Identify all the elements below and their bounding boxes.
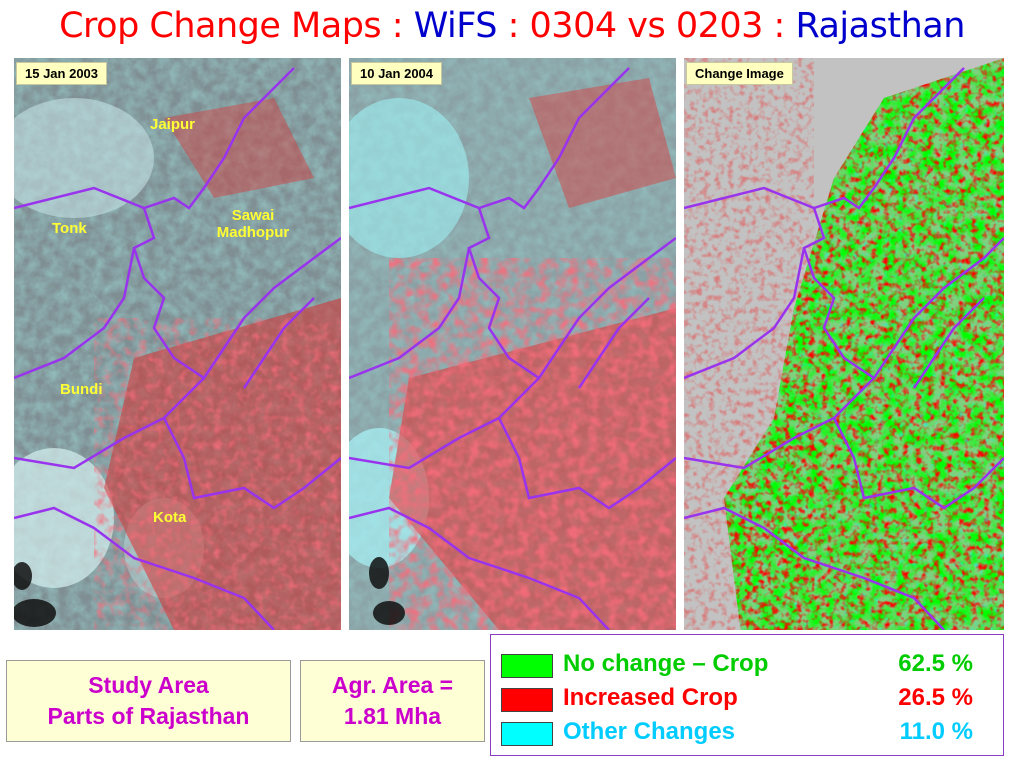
panel-date-label: Change Image: [686, 62, 793, 85]
place-label-sawai: Sawai: [231, 207, 275, 224]
change-legend: No change – Crop 62.5 % Increased Crop 2…: [490, 634, 1004, 756]
place-label-tonk: Tonk: [52, 220, 87, 237]
agr-area-line-2: 1.81 Mha: [343, 703, 442, 729]
title-part-4: Rajasthan: [795, 6, 965, 46]
legend-label: No change – Crop: [563, 650, 769, 677]
change-image: Change Image: [684, 58, 1004, 630]
page-title: Crop Change Maps : WiFS : 0304 vs 0203 :…: [0, 6, 1024, 46]
title-part-3: : 0304 vs 0203 :: [497, 6, 796, 46]
study-area-line-2: Parts of Rajasthan: [47, 703, 250, 729]
legend-label: Increased Crop: [563, 684, 738, 711]
legend-swatch: [501, 722, 553, 746]
panel-date-label: 15 Jan 2003: [16, 62, 108, 85]
study-area-line-1: Study Area: [88, 672, 209, 698]
place-label-kota: Kota: [153, 509, 187, 526]
legend-row-increased: Increased Crop 26.5 %: [491, 682, 1003, 716]
study-area-box: Study Area Parts of Rajasthan: [6, 660, 291, 742]
legend-value: 26.5 %: [898, 684, 973, 711]
place-label-madhopur: Madhopur: [216, 224, 290, 241]
agr-area-line-1: Agr. Area =: [331, 672, 454, 698]
title-part-2: WiFS: [413, 6, 498, 46]
place-label-sawai-madhopur: Sawai Madhopur: [200, 207, 306, 241]
legend-swatch: [501, 654, 553, 678]
legend-row-no-change: No change – Crop 62.5 %: [491, 648, 1003, 682]
legend-value: 62.5 %: [898, 650, 973, 677]
legend-row-other: Other Changes 11.0 %: [491, 716, 1003, 750]
place-label-bundi: Bundi: [60, 381, 103, 398]
legend-swatch: [501, 688, 553, 712]
agr-area-box: Agr. Area = 1.81 Mha: [300, 660, 485, 742]
title-part-1: Crop Change Maps :: [59, 6, 414, 46]
place-label-jaipur: Jaipur: [150, 116, 196, 133]
satellite-image-2003: 15 Jan 2003 Jaipur Tonk Sawai Madhopur B…: [14, 58, 341, 630]
legend-value: 11.0 %: [899, 718, 973, 745]
legend-label: Other Changes: [563, 718, 736, 745]
panel-date-label: 10 Jan 2004: [351, 62, 443, 85]
satellite-image-2004: 10 Jan 2004: [349, 58, 676, 630]
